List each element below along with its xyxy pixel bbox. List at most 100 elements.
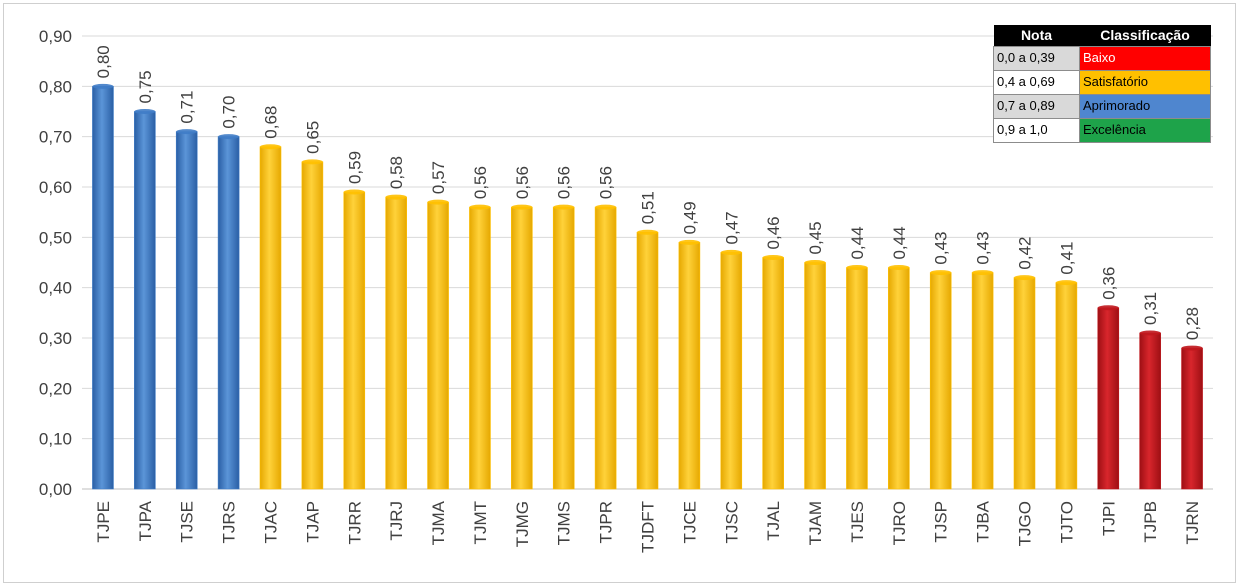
data-label: 0,80 (94, 45, 113, 78)
legend-label-satisfatorio: Satisfatório (1079, 69, 1211, 95)
y-tick-label: 0,70 (39, 128, 72, 147)
bar-body (511, 206, 533, 490)
bar-body (636, 232, 659, 490)
x-tick-label: TJES (848, 501, 867, 543)
x-tick-label: TJCE (680, 501, 699, 544)
x-tick-label: TJAL (764, 501, 783, 541)
bar-body (217, 136, 240, 490)
bar-tjto (1055, 280, 1078, 490)
x-tick-label: TJMT (471, 501, 490, 544)
bar-tjpi (1097, 305, 1120, 490)
bar-cap (343, 189, 365, 195)
bar-cap (92, 83, 114, 89)
x-tick-label: TJSC (722, 501, 741, 544)
bar-tjmg (511, 204, 533, 490)
bar-body (1013, 277, 1036, 490)
data-label: 0,70 (220, 96, 239, 129)
bar-tjdft (636, 229, 659, 490)
x-tick-label: TJRJ (387, 501, 406, 541)
bar-cap (301, 159, 323, 165)
x-tick-label: TJTO (1057, 501, 1076, 543)
y-tick-label: 0,00 (39, 480, 72, 499)
data-label: 0,43 (974, 231, 993, 264)
bar-body (1181, 347, 1203, 490)
y-tick-label: 0,30 (39, 329, 72, 348)
bar-tjsp (929, 270, 952, 490)
x-tick-label: TJGO (1016, 501, 1035, 546)
x-tick-label: TJRO (890, 501, 909, 545)
data-label: 0,58 (387, 156, 406, 189)
bar-tjac (259, 144, 282, 490)
x-tick-label: TJBA (974, 500, 993, 542)
data-label: 0,28 (1183, 307, 1202, 340)
y-tick-label: 0,80 (39, 77, 72, 96)
data-label: 0,56 (471, 166, 490, 199)
data-label: 0,41 (1057, 242, 1076, 275)
x-tick-label: TJPI (1099, 501, 1118, 536)
bar-body (594, 206, 617, 490)
data-label: 0,43 (932, 231, 951, 264)
bar-cap (469, 204, 491, 210)
data-label: 0,46 (764, 216, 783, 249)
x-tick-label: TJRS (220, 501, 239, 544)
bar-body (804, 262, 826, 490)
bar-cap (134, 109, 156, 114)
legend-header-classificacao: Classificação (1079, 25, 1211, 46)
data-label: 0,31 (1141, 292, 1160, 325)
bar-body (385, 196, 407, 490)
bar-tjap (301, 159, 324, 490)
legend-range-aprimorado: 0,7 a 0,89 (993, 93, 1080, 119)
bar-cap (385, 194, 407, 200)
x-tick-label: TJAM (806, 501, 825, 545)
data-label: 0,45 (806, 221, 825, 254)
data-label: 0,44 (890, 226, 909, 259)
bar-cap (218, 134, 240, 140)
bar-tjpr (594, 204, 617, 490)
data-label: 0,59 (345, 151, 364, 184)
legend-row: 0,9 a 1,0 Excelência (993, 117, 1211, 143)
x-tick-label: TJRN (1183, 501, 1202, 544)
bar-cap (427, 199, 449, 205)
y-tick-label: 0,10 (39, 430, 72, 449)
bar-body (301, 161, 324, 490)
y-tick-label: 0,90 (39, 27, 72, 46)
bar-tjpe (92, 83, 114, 490)
bar-body (1055, 282, 1078, 490)
legend-label-excelencia: Excelência (1079, 117, 1211, 143)
y-tick-label: 0,40 (39, 279, 72, 298)
x-tick-label: TJRR (345, 501, 364, 544)
x-tick-label: TJMA (429, 500, 448, 545)
bar-cap (553, 204, 575, 210)
bar-cap (637, 229, 658, 235)
x-tick-label: TJAC (262, 501, 281, 544)
y-tick-label: 0,50 (39, 228, 72, 247)
bar-body (175, 131, 198, 490)
legend-row: 0,7 a 0,89 Aprimorado (993, 93, 1211, 119)
bar-body (846, 267, 868, 490)
legend-label-aprimorado: Aprimorado (1079, 93, 1211, 119)
bar-tjam (804, 260, 826, 490)
bar-tjpb (1139, 330, 1161, 490)
data-label: 0,56 (513, 166, 532, 199)
bar-cap (595, 204, 617, 210)
bar-cap (1014, 275, 1035, 281)
legend-row: 0,4 a 0,69 Satisfatório (993, 69, 1211, 95)
bar-tjes (846, 265, 868, 490)
bar-tjba (971, 270, 994, 490)
legend-header-row: Nota Classificação (993, 25, 1211, 46)
x-tick-label: TJMS (555, 501, 574, 545)
legend-header-nota: Nota (993, 25, 1080, 46)
bar-cap (260, 144, 281, 150)
bar-body (888, 267, 910, 490)
bar-tjrj (385, 194, 407, 490)
bar-body (92, 86, 114, 490)
bar-body (427, 201, 449, 490)
legend-range-baixo: 0,0 a 0,39 (993, 45, 1080, 71)
bar-cap (678, 239, 700, 245)
bar-cap (1097, 305, 1119, 311)
bar-body (929, 272, 952, 490)
x-tick-label: TJSE (178, 501, 197, 543)
bar-tjma (427, 199, 449, 490)
data-label: 0,51 (639, 191, 658, 224)
